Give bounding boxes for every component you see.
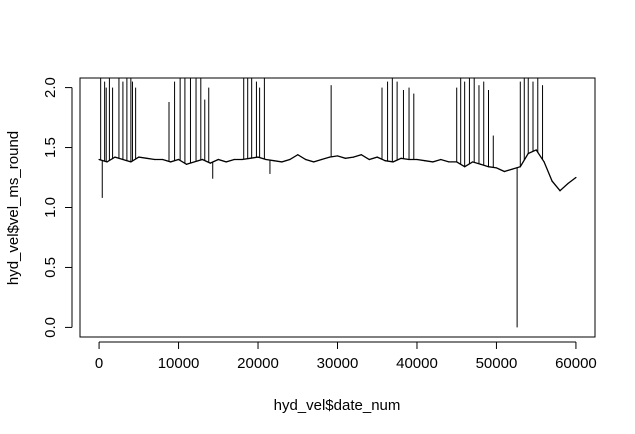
series-point — [273, 160, 275, 162]
series-point — [138, 156, 140, 158]
series-point — [225, 161, 227, 163]
series-point — [249, 157, 251, 159]
series-point — [257, 156, 259, 158]
series-point — [448, 161, 450, 163]
series-point — [535, 149, 537, 151]
x-tick-label: 40000 — [396, 355, 438, 372]
series-point — [376, 156, 378, 158]
series-point — [511, 168, 513, 170]
x-tick-label: 10000 — [158, 355, 200, 372]
series-point — [313, 161, 315, 163]
series-point — [241, 158, 243, 161]
series-point — [416, 158, 418, 161]
y-axis-label: hyd_vel$vel_ms_round — [5, 131, 22, 285]
y-tick-label: 0.0 — [42, 317, 59, 338]
series-point — [352, 156, 354, 158]
series-point — [472, 161, 474, 163]
series-point — [98, 158, 100, 161]
series-point — [201, 158, 203, 161]
series-point — [440, 158, 442, 161]
series-point — [154, 158, 156, 161]
series-point — [368, 158, 370, 161]
plot-frame — [79, 77, 596, 338]
x-tick-label: 0 — [95, 355, 103, 372]
x-axis: 0 10000 20000 30000 40000 50000 60000 — [95, 341, 597, 372]
series-point — [265, 158, 267, 161]
series-point — [170, 161, 172, 163]
series-point — [297, 154, 299, 156]
series-point — [162, 158, 164, 161]
series-point — [209, 162, 211, 164]
series-point — [575, 176, 577, 179]
series-point — [193, 161, 196, 163]
y-tick-label: 0.5 — [42, 257, 59, 278]
series-point — [217, 158, 219, 161]
series-point — [551, 180, 553, 182]
x-tick-label: 20000 — [237, 355, 279, 372]
series-point — [479, 163, 482, 165]
series-point — [289, 158, 291, 161]
y-tick-label: 1.5 — [42, 137, 59, 158]
x-tick-label: 30000 — [317, 355, 359, 372]
x-tick-label: 60000 — [555, 355, 597, 372]
series-point — [424, 160, 426, 162]
series-point — [495, 167, 498, 169]
series-point — [305, 158, 307, 161]
series-point — [281, 161, 283, 163]
series-point — [432, 161, 434, 163]
series-point — [360, 154, 362, 156]
x-axis-label: hyd_vel$date_num — [274, 397, 401, 414]
series-point — [559, 190, 561, 192]
y-tick-label: 1.0 — [42, 197, 59, 218]
x-tick-label: 50000 — [476, 355, 518, 372]
series-point — [543, 161, 545, 163]
series-point — [321, 158, 323, 161]
y-axis: 0.0 0.5 1.0 1.5 2.0 — [42, 77, 73, 338]
series-point — [344, 157, 347, 159]
series-point — [233, 158, 235, 161]
series-point — [185, 163, 188, 165]
series-point — [177, 158, 180, 161]
y-tick-label: 2.0 — [42, 77, 59, 98]
series-point — [503, 170, 505, 173]
series-point — [400, 157, 402, 159]
series-point — [384, 160, 386, 162]
series-point — [336, 155, 339, 157]
series-point — [328, 156, 331, 158]
series-point — [146, 157, 148, 159]
series-point — [114, 156, 116, 158]
data-layer — [98, 78, 577, 328]
series-point — [567, 182, 569, 185]
